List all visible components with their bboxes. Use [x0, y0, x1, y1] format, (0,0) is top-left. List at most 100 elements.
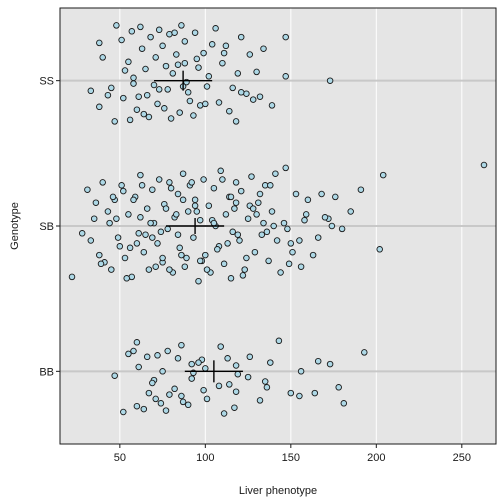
data-point: [174, 231, 182, 238]
y-axis-ticks: BB SB SS: [39, 76, 60, 378]
data-point: [256, 93, 264, 100]
data-point: [104, 91, 112, 99]
data-point: [202, 365, 209, 372]
y-tick-label: BB: [39, 366, 54, 378]
data-point: [224, 355, 231, 362]
data-point: [260, 219, 267, 227]
data-point: [304, 196, 312, 204]
data-point: [152, 54, 159, 61]
data-point: [116, 243, 124, 250]
data-point: [214, 246, 221, 253]
y-axis-title: Genotype: [9, 202, 21, 250]
data-point: [140, 110, 148, 118]
data-point: [113, 215, 120, 222]
data-point: [181, 38, 189, 45]
data-point: [226, 107, 233, 115]
data-point: [357, 186, 365, 193]
data-point: [162, 407, 170, 414]
data-point: [108, 266, 115, 273]
data-point: [184, 401, 192, 409]
data-point: [232, 118, 240, 125]
data-point: [326, 360, 334, 368]
data-point: [130, 196, 137, 204]
data-point: [203, 83, 211, 90]
data-point: [178, 341, 185, 349]
data-point: [169, 70, 177, 77]
data-point: [166, 179, 173, 186]
data-point: [195, 64, 202, 71]
data-point: [335, 384, 342, 391]
data-point: [237, 89, 245, 96]
data-point: [200, 386, 207, 394]
data-point: [173, 51, 180, 58]
data-point: [155, 176, 163, 183]
data-point: [118, 36, 125, 44]
data-point: [143, 91, 151, 99]
data-point: [123, 275, 130, 282]
data-point: [234, 70, 242, 77]
data-point: [133, 339, 141, 346]
data-point: [152, 263, 159, 270]
y-tick-label: SS: [39, 76, 54, 88]
data-point: [114, 234, 122, 241]
data-point: [212, 25, 219, 32]
data-point: [246, 353, 254, 361]
data-point: [280, 219, 288, 227]
data-point: [183, 254, 190, 262]
data-point: [200, 176, 207, 183]
data-point: [96, 103, 103, 111]
data-point: [113, 22, 120, 29]
data-point: [287, 389, 295, 397]
data-point: [181, 263, 189, 270]
data-point: [263, 228, 271, 236]
data-point: [260, 45, 267, 52]
data-point: [296, 392, 303, 400]
data-point: [205, 73, 213, 80]
data-point: [179, 398, 187, 406]
data-point: [318, 190, 325, 198]
data-point: [173, 211, 180, 218]
data-point: [143, 205, 151, 212]
data-point: [222, 211, 230, 218]
data-point: [171, 29, 178, 36]
data-point: [210, 184, 218, 192]
data-point: [256, 190, 264, 198]
data-point: [297, 368, 305, 375]
data-point: [236, 237, 243, 244]
data-point: [106, 219, 113, 227]
data-point: [234, 231, 242, 238]
data-point: [130, 80, 137, 87]
data-point: [282, 164, 289, 172]
data-point: [143, 353, 151, 361]
x-tick-label: 250: [453, 452, 471, 464]
data-point: [133, 402, 141, 410]
data-point: [109, 193, 117, 201]
data-point: [190, 112, 197, 119]
data-point: [220, 260, 228, 268]
data-point: [203, 395, 211, 403]
data-point: [108, 84, 115, 92]
data-point: [347, 208, 354, 215]
data-point: [275, 337, 283, 345]
data-point: [145, 266, 153, 273]
data-point: [135, 93, 142, 100]
data-point: [282, 33, 289, 41]
data-point: [159, 254, 166, 262]
data-point: [166, 391, 173, 398]
data-point: [215, 99, 223, 106]
x-tick-label: 50: [114, 452, 126, 464]
data-point: [270, 222, 277, 230]
data-point: [167, 115, 175, 122]
data-point: [379, 171, 387, 179]
data-point: [78, 230, 86, 237]
data-point: [120, 187, 127, 195]
data-point: [210, 219, 218, 227]
mean-markers: [154, 70, 243, 383]
data-point: [289, 248, 296, 256]
data-point: [161, 105, 168, 112]
data-point: [140, 405, 148, 413]
data-point: [227, 275, 235, 282]
data-point: [164, 347, 171, 355]
data-point: [338, 225, 346, 233]
data-point: [267, 359, 274, 366]
